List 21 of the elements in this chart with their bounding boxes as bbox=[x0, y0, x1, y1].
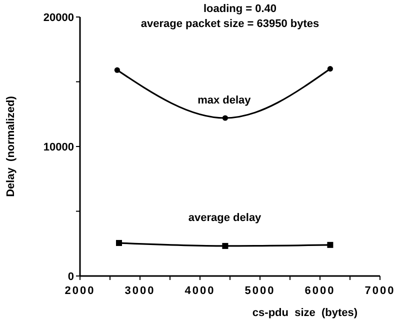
x-tick-label: 2000 bbox=[64, 285, 96, 297]
point bbox=[222, 115, 228, 121]
point bbox=[222, 242, 228, 249]
y-tick-label: 20000 bbox=[43, 12, 74, 24]
chart-title: loading = 0.40 bbox=[203, 3, 277, 15]
point bbox=[327, 66, 333, 72]
x-tick-label: 4000 bbox=[184, 285, 216, 297]
y-tick-label: 10000 bbox=[43, 141, 74, 154]
x-tick-label: 6000 bbox=[304, 285, 336, 297]
x-axis-title: cs-pdu size (bytes) bbox=[252, 307, 358, 319]
point bbox=[114, 67, 120, 73]
series-label: max delay bbox=[198, 94, 252, 106]
x-tick-label: 5000 bbox=[244, 285, 276, 297]
x-tick-label: 7000 bbox=[364, 285, 396, 297]
y-axis-title: Delay (normalized) bbox=[5, 96, 17, 197]
chart-subtitle: average packet size = 63950 bytes bbox=[140, 18, 320, 30]
series-label: average delay bbox=[188, 212, 262, 224]
point bbox=[327, 242, 334, 248]
y-tick-label: 0 bbox=[68, 270, 74, 283]
x-tick-label: 3000 bbox=[124, 285, 156, 297]
point bbox=[116, 240, 122, 246]
